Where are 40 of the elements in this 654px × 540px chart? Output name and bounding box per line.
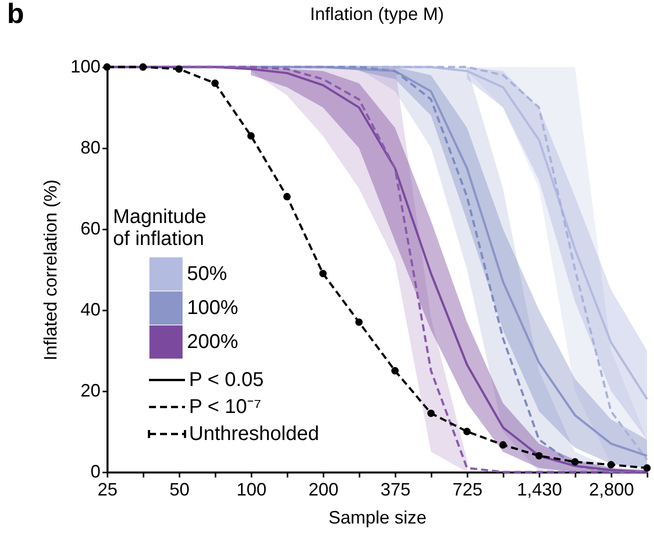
point	[571, 458, 579, 466]
point	[175, 65, 183, 73]
y-tick-label: 40	[80, 300, 100, 320]
legend-label: 200%	[187, 331, 238, 353]
y-tick-label: 80	[80, 138, 100, 158]
annotation: P < 0.05	[189, 369, 264, 391]
x-tick-label: 2,800	[588, 480, 634, 500]
y-tick-label: 0	[90, 462, 100, 482]
annotation: P < 10⁻⁷	[189, 396, 262, 418]
point	[607, 461, 615, 468]
legend-label: Unthresholded	[189, 423, 320, 445]
legend-title: Magnitude of inflation	[113, 206, 206, 250]
y-tick-label: 60	[80, 218, 100, 238]
x-tick-label: 375	[380, 480, 411, 500]
y-tick-label: 100	[70, 56, 100, 76]
x-tick-label: 725	[452, 480, 483, 500]
text: b	[7, 0, 24, 29]
x-tick-label: 50	[169, 480, 190, 500]
point	[427, 410, 435, 417]
point	[499, 441, 507, 449]
point	[643, 464, 651, 472]
legend-label: 50%	[187, 263, 228, 285]
x-tick-label: 25	[97, 480, 118, 500]
x-tick-label: 1,430	[516, 480, 562, 500]
point	[463, 428, 471, 436]
point	[211, 80, 219, 87]
y-axis-title: Inflated correlation (%)	[40, 179, 60, 361]
x-tick-label: 100	[236, 480, 267, 500]
y-tick-label: 20	[80, 380, 100, 400]
point	[391, 367, 399, 374]
point	[355, 318, 363, 326]
point	[535, 452, 543, 460]
chart-title: Inflation (type M)	[310, 4, 444, 24]
point	[139, 63, 147, 71]
legend-label: 100%	[187, 297, 238, 319]
point	[283, 192, 291, 200]
x-axis-title: Sample size	[328, 508, 427, 528]
point	[319, 270, 327, 278]
point	[247, 132, 255, 140]
x-tick-label: 200	[308, 480, 339, 500]
